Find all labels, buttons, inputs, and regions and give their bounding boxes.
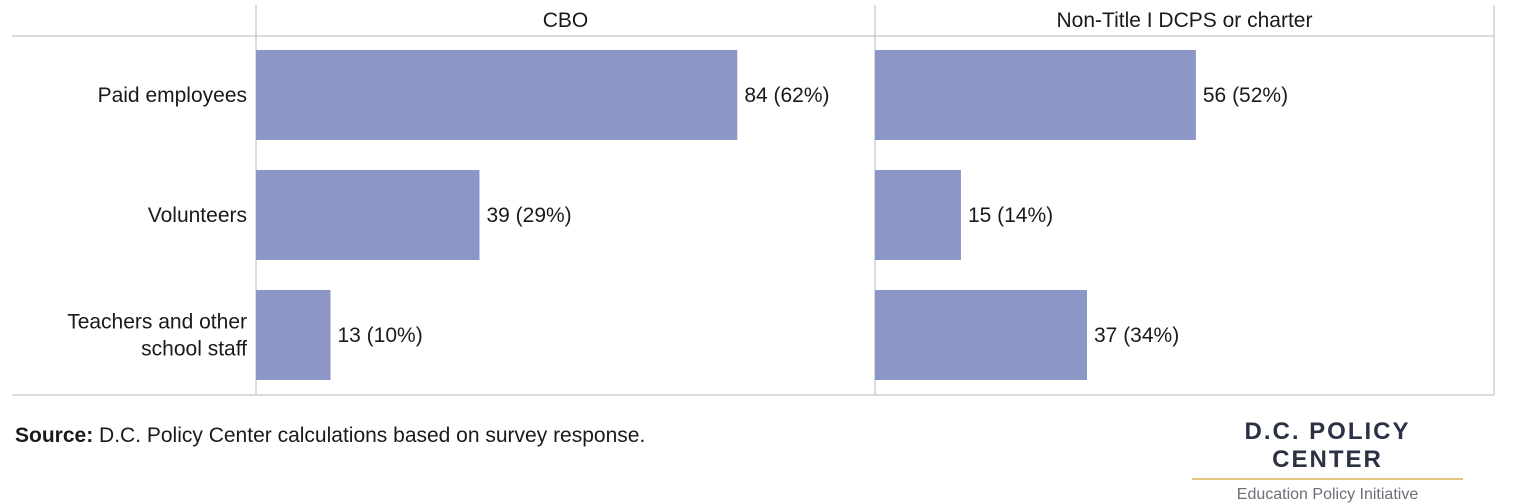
- logo-title: D.C. POLICY CENTER: [1244, 418, 1411, 473]
- panel-title: CBO: [543, 9, 589, 32]
- data-label: 37 (34%): [1094, 324, 1179, 347]
- data-label: 56 (52%): [1203, 84, 1288, 107]
- category-label: Volunteers: [148, 204, 247, 227]
- policy-center-logo: D.C. POLICY CENTER Education Policy Init…: [1190, 418, 1465, 504]
- bar: [875, 290, 1088, 380]
- panel-title: Non-Title I DCPS or charter: [1057, 9, 1313, 32]
- bar: [256, 50, 738, 140]
- logo-rule: [1192, 478, 1463, 480]
- data-label: 84 (62%): [744, 84, 829, 107]
- chart: Paid employees Volunteers Teachers and oth…: [12, 5, 1495, 396]
- data-label: 13 (10%): [337, 324, 422, 347]
- category-label-line: Volunteers: [148, 204, 247, 227]
- source-text: D.C. Policy Center calculations based on…: [93, 424, 646, 447]
- category-label: Teachers and other school staff: [67, 311, 247, 361]
- data-label: 39 (29%): [486, 204, 571, 227]
- bar: [875, 170, 961, 260]
- bar: [875, 50, 1196, 140]
- source-prefix: Source:: [15, 424, 94, 447]
- bar: [256, 170, 480, 260]
- category-label-line: Teachers and other: [67, 311, 247, 334]
- data-label: 15 (14%): [968, 204, 1053, 227]
- category-label: Paid employees: [98, 84, 247, 107]
- bar: [256, 290, 331, 380]
- category-label-line: Paid employees: [98, 84, 247, 107]
- source-note: Source: D.C. Policy Center calculations …: [15, 424, 645, 448]
- category-label-line: school staff: [141, 338, 247, 361]
- logo-subtitle: Education Policy Initiative: [1236, 486, 1419, 503]
